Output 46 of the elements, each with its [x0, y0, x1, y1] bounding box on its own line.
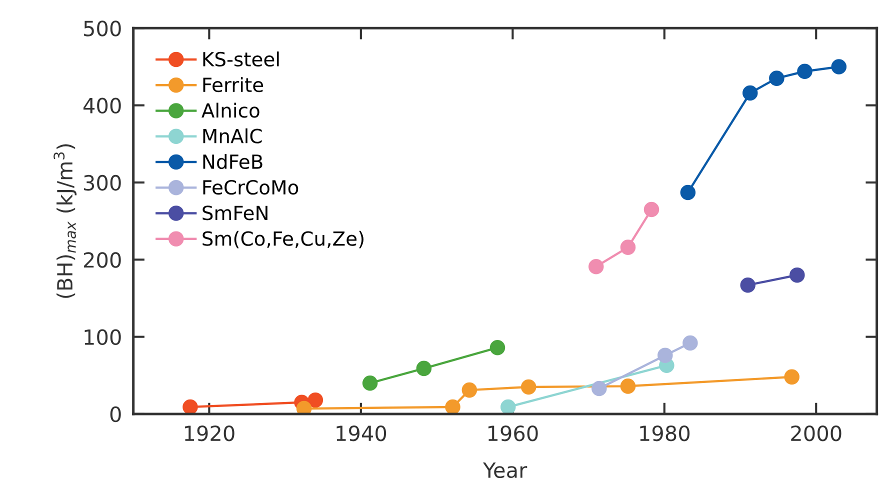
- legend-label: FeCrCoMo: [203, 180, 298, 195]
- y-tick-label: 0: [110, 406, 121, 422]
- x-tick-label: 1980: [640, 425, 690, 442]
- point: [362, 375, 378, 391]
- point: [742, 85, 758, 101]
- point: [182, 399, 198, 414]
- y-tick-label: 300: [84, 174, 121, 191]
- legend-label: Ferrite: [203, 77, 264, 92]
- point: [682, 335, 698, 351]
- point: [592, 380, 607, 396]
- x-tick-label: 2000: [791, 425, 842, 442]
- point: [308, 392, 324, 408]
- legend-label: Alnico: [202, 102, 260, 118]
- point: [588, 258, 604, 274]
- y-axis-title: (BH)$_{max}$ (kJ/m$^{3}$): [54, 144, 77, 298]
- point: [296, 400, 312, 414]
- legend-label: SmFeN: [202, 206, 268, 220]
- y-tick-label: 400: [83, 98, 121, 114]
- legend-label: MnAlC: [203, 128, 262, 144]
- point: [797, 64, 812, 80]
- y-tick-label: 100: [84, 329, 121, 346]
- point: [416, 360, 432, 376]
- x-axis-title: Year: [482, 462, 528, 478]
- point: [790, 267, 805, 283]
- x-tick-label: 1940: [336, 425, 386, 442]
- point: [490, 340, 506, 356]
- point: [445, 399, 460, 414]
- point: [462, 382, 478, 398]
- x-tick-label: 1960: [488, 425, 538, 442]
- point: [769, 70, 784, 86]
- point: [680, 184, 696, 200]
- point: [500, 399, 516, 414]
- legend-label: KS-steel: [203, 51, 279, 67]
- point: [831, 59, 847, 74]
- x-tick-label: 1920: [184, 425, 234, 442]
- point: [620, 378, 636, 394]
- legend-label: Sm(Co,Fe,Cu,Ze): [202, 230, 364, 248]
- point: [740, 277, 756, 293]
- point: [784, 369, 800, 385]
- y-tick-label: 200: [84, 252, 121, 268]
- y-tick-label: 500: [84, 20, 121, 36]
- legend-label: NdFeB: [203, 154, 262, 170]
- point: [658, 348, 673, 363]
- point: [644, 202, 660, 218]
- point: [520, 379, 536, 395]
- point: [620, 240, 636, 255]
